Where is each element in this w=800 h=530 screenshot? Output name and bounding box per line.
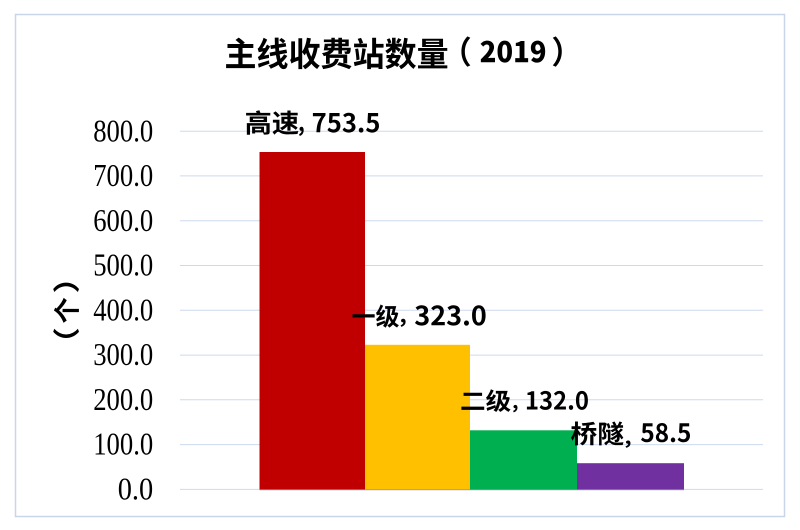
svg-text:300.0: 300.0 xyxy=(93,338,153,373)
svg-text:200.0: 200.0 xyxy=(93,383,153,418)
svg-text:500.0: 500.0 xyxy=(93,249,153,284)
svg-text:400.0: 400.0 xyxy=(93,293,153,328)
svg-text:0.0: 0.0 xyxy=(118,472,154,507)
svg-text:700.0: 700.0 xyxy=(93,159,153,194)
svg-text:800.0: 800.0 xyxy=(93,114,153,149)
svg-text:100.0: 100.0 xyxy=(93,428,153,463)
svg-text:600.0: 600.0 xyxy=(93,204,153,239)
